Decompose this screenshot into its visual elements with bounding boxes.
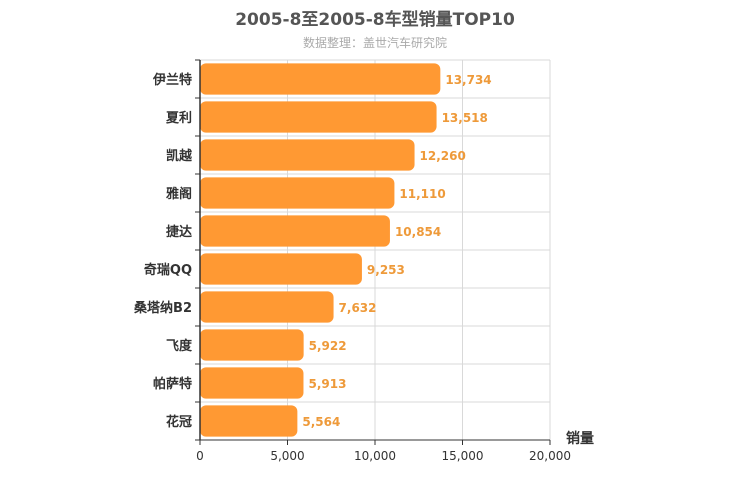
chart-subtitle: 数据整理：盖世汽车研究院	[302, 36, 447, 50]
bar[interactable]	[200, 367, 304, 399]
bar[interactable]	[200, 329, 304, 361]
bar[interactable]	[200, 177, 395, 209]
category-tick-label: 雅阁	[166, 186, 192, 202]
data-label: 5,913	[308, 377, 346, 391]
data-label: 5,922	[309, 339, 347, 353]
data-label: 9,253	[367, 263, 405, 277]
category-tick-label: 捷达	[166, 224, 192, 240]
data-label: 10,854	[395, 225, 441, 239]
bar[interactable]	[200, 63, 441, 95]
data-label: 5,564	[302, 415, 340, 429]
bar[interactable]	[200, 215, 390, 247]
category-tick-label: 飞度	[166, 338, 193, 354]
bar[interactable]	[200, 291, 334, 323]
category-tick-label: 奇瑞QQ	[144, 262, 192, 278]
value-tick-label: 5,000	[270, 449, 304, 463]
value-tick-label: 15,000	[442, 449, 484, 463]
data-label: 13,734	[445, 73, 491, 87]
category-tick-label: 帕萨特	[153, 376, 192, 392]
data-label: 7,632	[339, 301, 377, 315]
data-label: 12,260	[420, 149, 466, 163]
category-tick-label: 花冠	[166, 414, 192, 430]
category-tick-label: 凯越	[166, 148, 193, 164]
value-axis-label: 销量	[566, 430, 594, 447]
bar[interactable]	[200, 101, 437, 133]
bar[interactable]	[200, 139, 415, 171]
chart-title: 2005-8至2005-8车型销量TOP10	[235, 10, 515, 30]
value-tick-label: 10,000	[354, 449, 396, 463]
category-tick-label: 夏利	[165, 110, 192, 126]
data-label: 13,518	[442, 111, 488, 125]
bars-group: 13,734 13,518 12,260 11,110 10,854 9,253 7,632…	[200, 63, 492, 437]
value-tick-label: 0	[196, 449, 204, 463]
bar[interactable]	[200, 253, 362, 285]
bar[interactable]	[200, 405, 298, 437]
category-tick-label: 桑塔纳B2	[133, 300, 192, 316]
category-tick-label: 伊兰特	[152, 72, 192, 88]
data-label: 11,110	[399, 187, 445, 201]
value-tick-label: 20,000	[529, 449, 571, 463]
